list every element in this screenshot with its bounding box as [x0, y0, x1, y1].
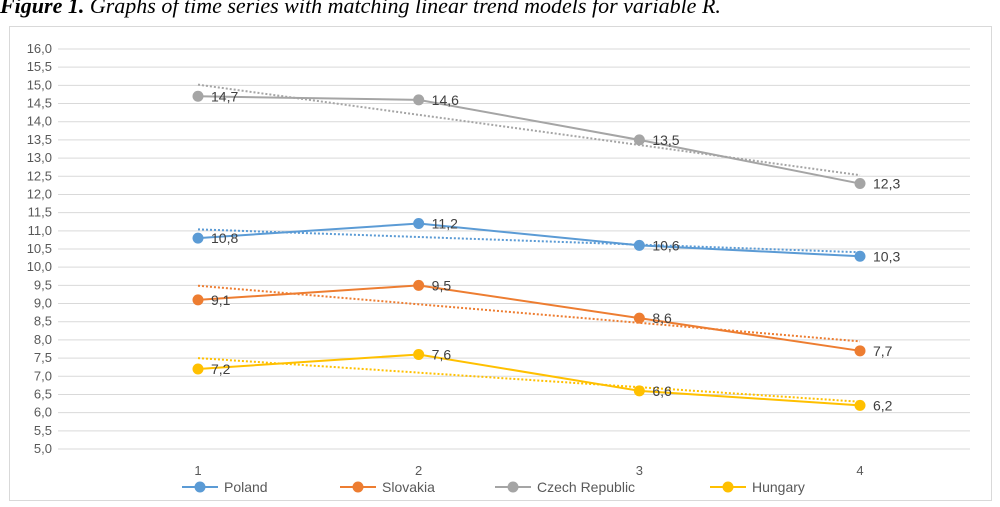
legend-label-poland: Poland — [224, 479, 268, 495]
data-label-poland: 10,3 — [873, 248, 900, 264]
legend-marker-czech-republic — [507, 481, 519, 493]
x-tick-label: 1 — [194, 463, 201, 478]
data-point-czech-republic — [633, 134, 645, 146]
y-tick-label: 10,0 — [27, 259, 52, 274]
data-label-poland: 10,8 — [211, 230, 238, 246]
data-label-poland: 10,6 — [652, 237, 679, 253]
y-tick-label: 14,0 — [27, 114, 52, 129]
data-point-poland — [192, 232, 204, 244]
y-tick-label: 12,0 — [27, 186, 52, 201]
x-tick-label: 4 — [856, 463, 863, 478]
y-tick-label: 5,0 — [34, 441, 52, 456]
y-tick-label: 13,5 — [27, 132, 52, 147]
legend-label-czech-republic: Czech Republic — [537, 479, 635, 495]
data-label-slovakia: 8,6 — [652, 310, 672, 326]
y-tick-label: 12,5 — [27, 168, 52, 183]
data-label-czech-republic: 14,7 — [211, 88, 238, 104]
figure-caption-text: Graphs of time series with matching line… — [89, 0, 721, 18]
data-point-slovakia — [633, 312, 645, 324]
y-tick-label: 7,0 — [34, 368, 52, 383]
series-line-poland — [197, 222, 861, 258]
trend-line-hungary — [197, 357, 861, 403]
legend-marker-hungary — [722, 481, 734, 493]
y-tick-label: 9,5 — [34, 277, 52, 292]
x-tick-label: 2 — [415, 463, 422, 478]
y-tick-label: 6,5 — [34, 386, 52, 401]
y-tick-label: 15,0 — [27, 77, 52, 92]
data-point-hungary — [413, 348, 425, 360]
data-point-poland — [633, 239, 645, 251]
data-label-czech-republic: 14,6 — [432, 92, 459, 108]
data-label-slovakia: 9,1 — [211, 292, 231, 308]
data-point-czech-republic — [413, 94, 425, 106]
y-tick-label: 15,5 — [27, 59, 52, 74]
trend-line-czech-republic — [197, 83, 861, 177]
data-point-hungary — [633, 385, 645, 397]
data-label-czech-republic: 13,5 — [652, 132, 679, 148]
trend-lines — [197, 83, 861, 403]
series-line-czech-republic — [197, 95, 861, 185]
data-point-czech-republic — [854, 178, 866, 190]
y-tick-label: 16,0 — [27, 41, 52, 56]
data-label-czech-republic: 12,3 — [873, 176, 900, 192]
x-tick-label: 3 — [636, 463, 643, 478]
y-tick-label: 11,0 — [28, 223, 52, 238]
legend-label-slovakia: Slovakia — [382, 479, 435, 495]
data-label-hungary: 6,6 — [652, 383, 672, 399]
data-point-slovakia — [413, 279, 425, 291]
legend-marker-slovakia — [352, 481, 364, 493]
figure-caption: Figure 1. Graphs of time series with mat… — [0, 0, 1000, 22]
data-label-hungary: 7,6 — [432, 346, 452, 362]
data-point-czech-republic — [192, 90, 204, 102]
chart-frame: 5,0 5,5 6,0 6,5 7,0 7,5 8,0 8,5 9,0 9,5 10,0 10,5 11… — [9, 26, 992, 501]
data-label-hungary: 6,2 — [873, 397, 893, 413]
series-line-hungary — [197, 353, 861, 407]
legend-marker-poland — [194, 481, 206, 493]
data-labels: 10,8 11,2 10,6 10,3 9,1 9,5 8,6 7,7 14,7 14,6 13,5… — [211, 88, 900, 413]
data-point-hungary — [854, 399, 866, 411]
y-tick-label: 5,5 — [34, 423, 52, 438]
data-label-slovakia: 7,7 — [873, 343, 893, 359]
y-tick-label: 6,0 — [34, 405, 52, 420]
data-point-poland — [413, 218, 425, 230]
data-point-slovakia — [854, 345, 866, 357]
legend: Poland Slovakia Czech Republic Hungary — [182, 479, 805, 495]
y-tick-label: 13,0 — [27, 150, 52, 165]
y-tick-label: 14,5 — [27, 96, 52, 111]
data-label-slovakia: 9,5 — [432, 277, 452, 293]
y-axis-tick-labels: 5,0 5,5 6,0 6,5 7,0 7,5 8,0 8,5 9,0 9,5 10,0 10,5 11… — [27, 41, 52, 456]
y-tick-label: 9,0 — [34, 296, 52, 311]
legend-label-hungary: Hungary — [752, 479, 805, 495]
data-point-slovakia — [192, 294, 204, 306]
y-tick-label: 11,5 — [28, 205, 52, 220]
y-tick-label: 8,0 — [34, 332, 52, 347]
y-tick-label: 7,5 — [34, 350, 52, 365]
x-axis-tick-labels: 1 2 3 4 — [194, 463, 863, 478]
data-label-hungary: 7,2 — [211, 361, 231, 377]
y-tick-label: 8,5 — [34, 314, 52, 329]
trend-line-slovakia — [197, 284, 861, 343]
figure-caption-prefix: Figure 1. — [0, 0, 85, 18]
grid-lines — [58, 48, 970, 450]
data-point-hungary — [192, 363, 204, 375]
y-tick-label: 10,5 — [27, 241, 52, 256]
series-lines — [192, 90, 866, 411]
data-label-poland: 11,2 — [432, 216, 458, 232]
series-line-slovakia — [197, 284, 861, 352]
line-chart: 5,05,56,06,57,07,58,08,59,09,510,010,511… — [27, 41, 970, 495]
data-point-poland — [854, 250, 866, 262]
